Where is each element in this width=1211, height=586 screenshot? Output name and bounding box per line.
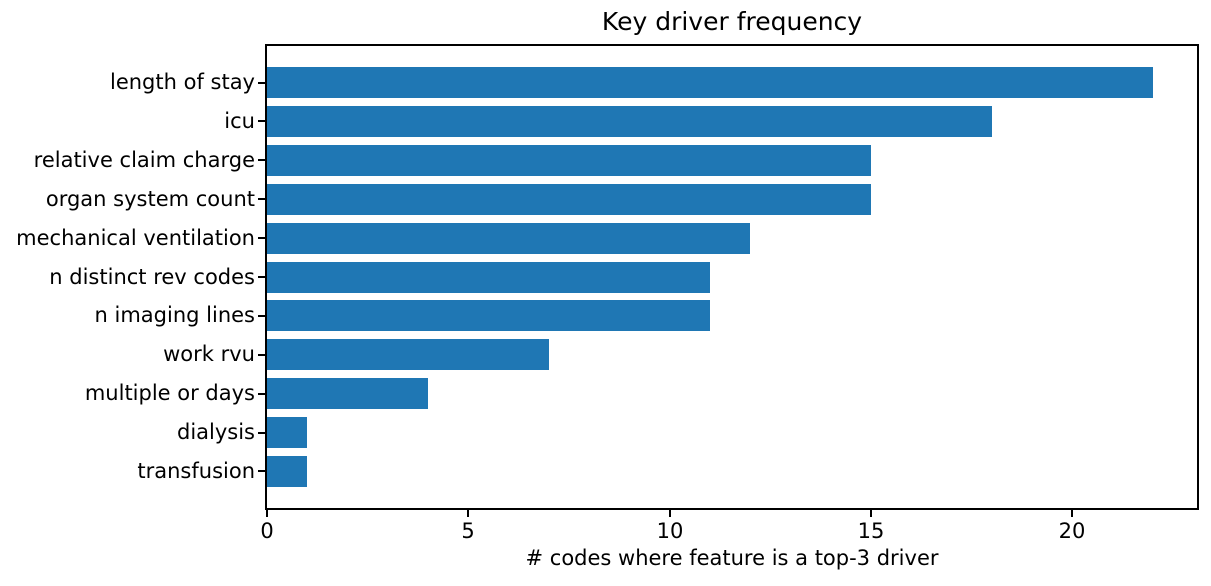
y-tick-mark [258, 315, 265, 317]
y-tick-label: transfusion [137, 459, 255, 483]
bar-multiple-or-days [267, 378, 428, 409]
y-tick-label: relative claim charge [33, 148, 255, 172]
y-tick-label: multiple or days [84, 381, 255, 405]
y-tick-label: mechanical ventilation [16, 226, 255, 250]
x-tick-mark [870, 510, 872, 517]
bar-n-distinct-rev-codes [267, 262, 710, 293]
y-tick-mark [258, 393, 265, 395]
y-tick-mark [258, 237, 265, 239]
bar-transfusion [267, 456, 307, 487]
x-tick-mark [1071, 510, 1073, 517]
y-tick-mark [258, 276, 265, 278]
x-axis-label: # codes where feature is a top-3 driver [525, 546, 939, 570]
x-tick-label: 0 [260, 519, 274, 543]
bar-organ-system-count [267, 184, 871, 215]
y-tick-mark [258, 354, 265, 356]
bar-icu [267, 106, 992, 137]
bar-mechanical-ventilation [267, 223, 750, 254]
plot-frame [265, 44, 1199, 510]
x-tick-mark [467, 510, 469, 517]
y-tick-mark [258, 470, 265, 472]
y-tick-mark [258, 159, 265, 161]
bar-n-imaging-lines [267, 300, 710, 331]
bar-work-rvu [267, 339, 549, 370]
y-tick-label: work rvu [163, 342, 255, 366]
x-tick-label: 15 [857, 519, 885, 543]
bar-dialysis [267, 417, 307, 448]
bar-relative-claim-charge [267, 145, 871, 176]
bar-length-of-stay [267, 67, 1153, 98]
y-tick-mark [258, 82, 265, 84]
y-tick-label: dialysis [176, 420, 255, 444]
x-tick-mark [669, 510, 671, 517]
x-tick-label: 10 [656, 519, 684, 543]
bars-layer [267, 46, 1197, 508]
y-tick-mark [258, 120, 265, 122]
x-tick-mark [266, 510, 268, 517]
x-tick-label: 20 [1058, 519, 1086, 543]
y-tick-label: n imaging lines [94, 303, 255, 327]
y-tick-mark [258, 432, 265, 434]
x-tick-label: 5 [461, 519, 475, 543]
chart-title: Key driver frequency [601, 7, 863, 36]
y-tick-label: length of stay [109, 70, 255, 94]
y-tick-label: icu [224, 109, 255, 133]
y-tick-label: organ system count [45, 187, 255, 211]
y-tick-mark [258, 198, 265, 200]
y-tick-label: n distinct rev codes [49, 265, 255, 289]
